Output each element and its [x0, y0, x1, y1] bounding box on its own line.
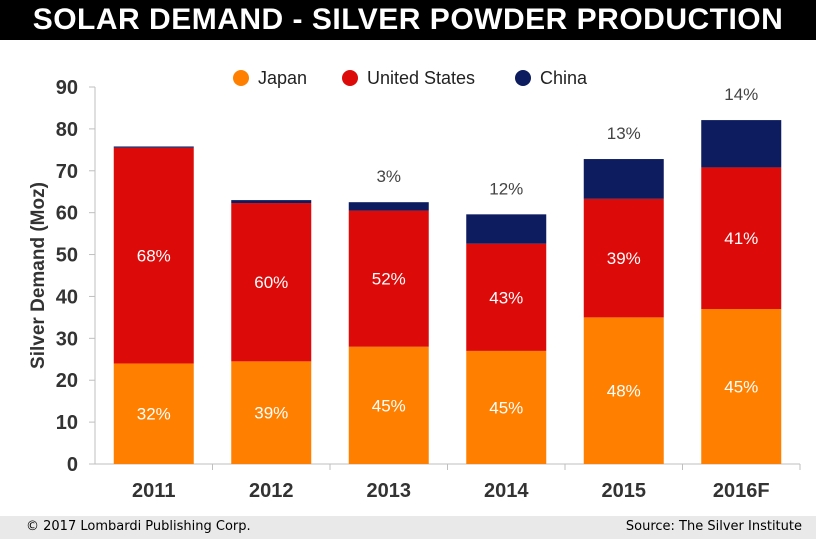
bar-segment-china [231, 200, 312, 204]
data-label: 68% [137, 247, 171, 266]
y-tick-label: 20 [56, 370, 78, 392]
y-tick-label: 90 [56, 77, 78, 99]
bar-segment-united-states [466, 243, 547, 351]
stacked-bar-chart: Silver Demand (Moz) 0 10 20 30 40 50 60 70 80 90 32… [28, 68, 801, 502]
data-label: 39% [607, 249, 641, 268]
data-label: 39% [254, 404, 288, 423]
bar-segment-united-states [231, 203, 312, 362]
source-text: Source: The Silver Institute [625, 519, 802, 534]
y-tick-label: 70 [56, 161, 78, 183]
data-label: 41% [724, 229, 758, 248]
x-tick-label: 2015 [602, 480, 647, 502]
bar-segment-united-states [113, 147, 194, 364]
bar-segment-japan [466, 350, 547, 464]
legend-marker [233, 70, 249, 86]
legend-marker [515, 70, 531, 86]
data-label: 45% [724, 378, 758, 397]
x-tick-label: 2012 [249, 480, 294, 502]
bar-segment-japan [231, 361, 312, 464]
y-tick-label: 80 [56, 119, 78, 141]
bar-segment-china [113, 146, 194, 148]
y-axis-title: Silver Demand (Moz) [28, 182, 49, 369]
bar-segment-japan [701, 309, 782, 464]
bar-segment-japan [348, 346, 429, 464]
legend-label: United States [367, 68, 475, 88]
chart-title: SOLAR DEMAND - SILVER POWDER PRODUCTION [0, 0, 816, 40]
data-label: 52% [372, 270, 406, 289]
data-label: 45% [489, 398, 523, 417]
bar-segment-united-states [583, 198, 664, 318]
x-tick-label: 2013 [367, 480, 412, 502]
y-tick-label: 30 [56, 328, 78, 350]
y-tick-label: 10 [56, 412, 78, 434]
bar-segment-china [583, 159, 664, 199]
footer: © 2017 Lombardi Publishing Corp. Source:… [0, 516, 816, 539]
x-tick-label: 2016F [713, 480, 770, 502]
y-tick-label: 60 [56, 203, 78, 225]
y-tick-label: 50 [56, 245, 78, 267]
data-label: 12% [489, 179, 523, 198]
bar-segment-china [701, 120, 782, 168]
bar-segment-united-states [701, 167, 782, 310]
bar-segment-japan [583, 317, 664, 464]
legend-label: Japan [258, 68, 307, 88]
data-label: 3% [376, 167, 401, 186]
x-tick-label: 2011 [132, 480, 175, 502]
x-tick-label: 2014 [484, 480, 529, 502]
bar-segment-china [466, 214, 547, 244]
bar-segment-japan [113, 363, 194, 464]
data-label: 48% [607, 382, 641, 401]
y-tick-label: 0 [67, 454, 78, 476]
copyright-text: © 2017 Lombardi Publishing Corp. [26, 519, 251, 534]
data-label: 13% [607, 124, 641, 143]
legend-label: China [540, 68, 588, 88]
bar-segment-united-states [348, 210, 429, 347]
y-tick-label: 40 [56, 286, 78, 308]
data-label: 60% [254, 273, 288, 292]
data-label: 32% [137, 405, 171, 424]
data-label: 14% [724, 85, 758, 104]
data-label: 43% [489, 288, 523, 307]
legend-marker [342, 70, 358, 86]
data-label: 45% [372, 396, 406, 415]
bar-segment-china [348, 202, 429, 211]
